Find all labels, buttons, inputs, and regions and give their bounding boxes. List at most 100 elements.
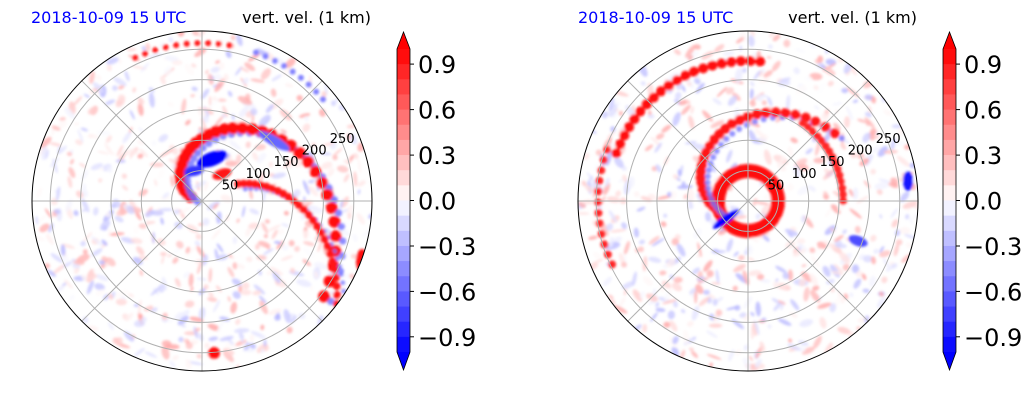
field-cell (894, 141, 906, 146)
updraft-band-segment (790, 109, 801, 120)
field-cell (716, 86, 728, 98)
field-cell (676, 243, 686, 257)
field-cell (891, 263, 898, 269)
field-cell (79, 162, 86, 168)
downdraft-band-segment (340, 280, 346, 286)
colorbar-tick-label: −0.6 (964, 278, 1022, 306)
field-cell (49, 157, 60, 168)
field-cell (49, 142, 62, 147)
band-arc-segment (726, 57, 737, 67)
field-cell (162, 163, 169, 170)
field-cell (833, 235, 844, 242)
date-title: 2018-10-09 15 UTC (578, 8, 733, 27)
field-cell (690, 106, 695, 114)
field-cell (755, 201, 769, 206)
field-cell (230, 254, 244, 260)
field-cell (258, 114, 271, 127)
field-cell (39, 223, 50, 233)
field-cell (170, 175, 174, 188)
colorbar-level (943, 276, 956, 292)
field-cell (662, 264, 668, 269)
colorbar-level (397, 306, 410, 323)
band-arc-segment (831, 159, 840, 167)
field-cell (74, 122, 80, 126)
field-cell (184, 63, 195, 76)
updraft-cell (208, 347, 220, 359)
polar-grid (578, 31, 918, 371)
field-cell (40, 136, 52, 148)
field-cell (823, 168, 835, 180)
updraft-band-segment (318, 290, 331, 303)
field-cell (185, 245, 198, 256)
field-cell (640, 196, 652, 202)
field-cell (772, 280, 780, 288)
field-cell (815, 81, 827, 95)
field-cell (139, 269, 144, 277)
band-arc-segment (837, 177, 845, 186)
band-arc-segment (594, 208, 603, 217)
field-cell (873, 248, 879, 254)
colorbar-tick-label: −0.3 (964, 233, 1022, 261)
field-cell (647, 110, 652, 116)
field-cell (714, 44, 725, 53)
band-arc-segment (838, 184, 847, 192)
colorbar-level (397, 170, 410, 186)
field-cell (129, 199, 137, 210)
field-cell (66, 151, 73, 157)
field-cell (90, 163, 104, 171)
band-arc-segment (226, 42, 233, 49)
field-cell (228, 140, 242, 151)
band-arc-segment (132, 54, 139, 61)
downdraft-band-segment (838, 135, 845, 142)
downdraft-band-segment (205, 139, 213, 148)
field-cell (817, 302, 832, 309)
colorbar-level (943, 155, 956, 171)
field-cell (876, 189, 883, 195)
field-cell (780, 155, 786, 162)
band-arc-segment (262, 53, 269, 60)
field-cell (45, 149, 49, 160)
colorbar-level (397, 155, 410, 171)
field-cell (80, 127, 89, 132)
field-cell (125, 312, 134, 322)
field-cell (689, 287, 698, 295)
field-cell (260, 68, 271, 80)
field-cell (98, 178, 103, 183)
field-cell (91, 248, 103, 257)
field-cell (748, 355, 754, 362)
band-arc-segment (253, 49, 259, 56)
field-cell (185, 358, 192, 370)
field-cell (648, 256, 662, 263)
field-cell (114, 289, 129, 298)
field-cell (633, 191, 640, 197)
field-cell (674, 49, 681, 56)
field-cell (879, 213, 883, 219)
field-cell (259, 300, 268, 315)
field-cell (303, 196, 306, 202)
field-cell (302, 180, 310, 195)
field-cell (671, 237, 680, 246)
field-cell (852, 187, 859, 200)
field-cell (837, 326, 851, 335)
field-cell (137, 153, 144, 159)
band-arc-segment (615, 139, 626, 150)
field-cell (608, 294, 614, 299)
field-cell (712, 298, 718, 306)
field-cell (722, 51, 735, 56)
field-cell (230, 301, 238, 314)
colorbar-level (397, 109, 410, 126)
band-arc-segment (689, 66, 700, 77)
field-cell (82, 249, 88, 255)
downdraft-band-segment (710, 200, 717, 207)
field-cell (593, 252, 602, 260)
field-cell (352, 233, 358, 243)
field-cell (827, 80, 834, 87)
field-cell (288, 240, 295, 247)
field-cell (812, 285, 820, 291)
field-cell (615, 190, 622, 197)
field-cell (621, 261, 627, 268)
field-cell (203, 284, 209, 290)
field-cell (87, 106, 98, 115)
field-cell (67, 176, 73, 189)
field-cell (693, 228, 702, 239)
